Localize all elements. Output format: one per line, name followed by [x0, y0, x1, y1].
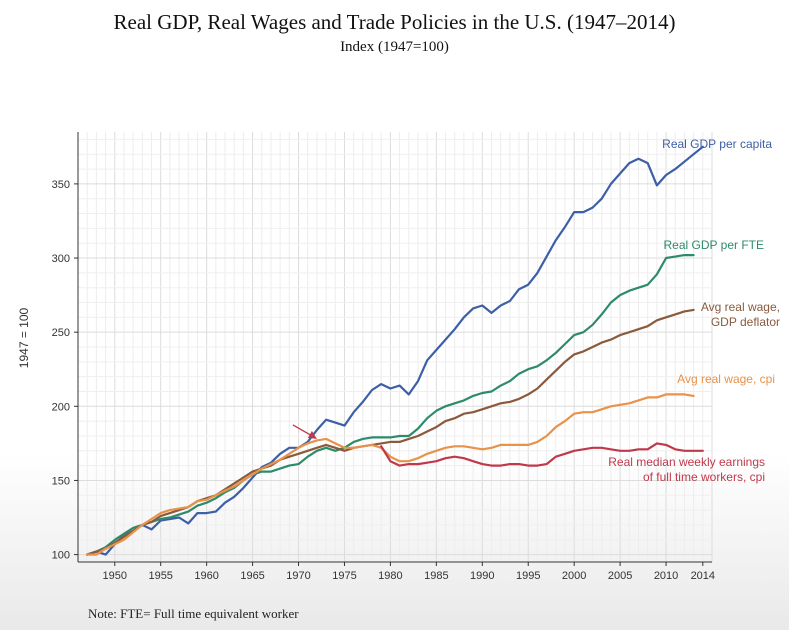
x-tick-label: 2010 — [654, 570, 678, 582]
x-tick-label: 2005 — [608, 570, 632, 582]
footnote: Note: FTE= Full time equivalent worker — [88, 606, 299, 621]
series-label-line: of full time workers, cpi — [643, 470, 765, 484]
series-lines — [86, 145, 704, 556]
x-tick-label: 1975 — [332, 570, 356, 582]
series-label-line: Avg real wage, — [701, 300, 780, 314]
chart-subtitle: Index (1947=100) — [340, 39, 449, 55]
series-label: Real median weekly earnings of full time … — [608, 455, 765, 484]
series-label: Real GDP per capita — [662, 137, 772, 151]
y-tick-label: 350 — [52, 179, 70, 191]
y-tick-label: 150 — [52, 475, 70, 487]
x-tick-label: 1980 — [378, 570, 402, 582]
y-axis-label: 1947 = 100 — [17, 307, 31, 368]
y-tick-label: 250 — [52, 327, 70, 339]
series-line — [86, 393, 695, 556]
series-line — [86, 145, 704, 556]
series-label-line: Real GDP per capita — [662, 137, 772, 151]
x-tick-label: 1960 — [194, 570, 218, 582]
x-tick-label: 1990 — [470, 570, 494, 582]
x-tick-label: 1995 — [516, 570, 540, 582]
series-label: Avg real wage, GDP deflator — [701, 300, 780, 329]
series-label-line: Avg real wage, cpi — [677, 372, 775, 386]
series-label: Real GDP per FTE — [664, 238, 764, 252]
x-tick-label: 2000 — [562, 570, 586, 582]
series-labels: Real GDP per capita Real GDP per FTE Avg r… — [608, 137, 780, 484]
series-label-line: GDP deflator — [711, 315, 780, 329]
y-tick-label: 300 — [52, 253, 70, 265]
x-tick-label: 1955 — [148, 570, 172, 582]
x-tick-label: 1970 — [286, 570, 310, 582]
series-line — [380, 442, 704, 467]
series-line — [86, 254, 695, 556]
series-label: Avg real wage, cpi — [677, 372, 775, 386]
x-tick-label: 1985 — [424, 570, 448, 582]
x-tick-label: 1950 — [103, 570, 127, 582]
y-tick-label: 100 — [52, 550, 70, 562]
x-tick-label: 1965 — [240, 570, 264, 582]
y-tick-label: 200 — [52, 401, 70, 413]
x-tick-label: 2014 — [691, 570, 715, 582]
series-label-line: Real median weekly earnings — [608, 455, 765, 469]
series-label-line: Real GDP per FTE — [664, 238, 764, 252]
axes: 1950 1955 1960 1965 1970 1975 1980 1985 1990 1995… — [52, 132, 715, 582]
grid-lines — [77, 132, 713, 562]
annotation-arrow-head — [307, 430, 317, 439]
chart-title: Real GDP, Real Wages and Trade Policies … — [113, 10, 676, 34]
annotation — [292, 424, 317, 439]
